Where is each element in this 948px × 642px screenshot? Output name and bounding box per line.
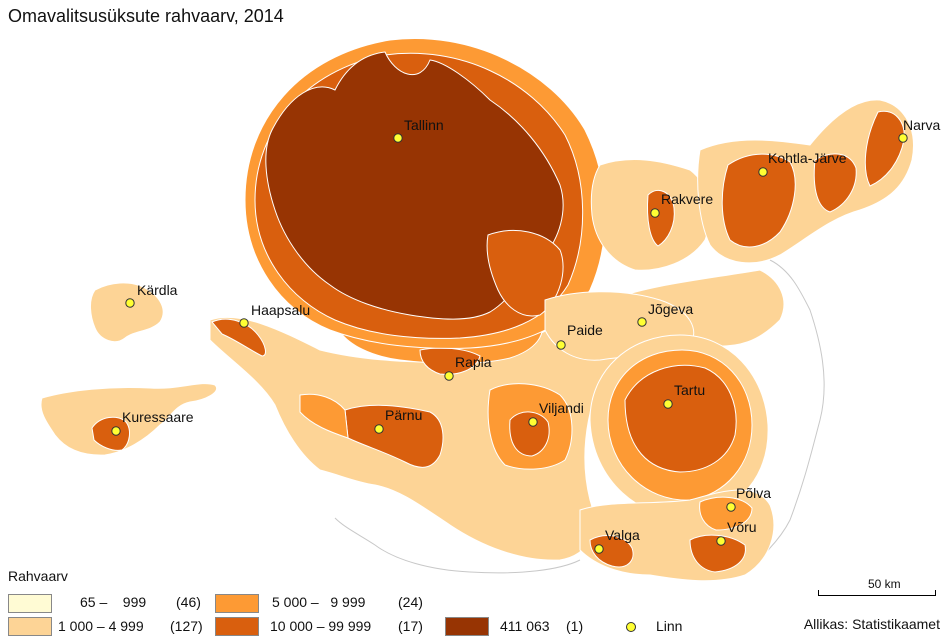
scale-bar: 50 km [818, 576, 936, 598]
legend-count-1: (46) [176, 594, 201, 610]
city-label-j-geva: Jõgeva [648, 301, 693, 317]
region-rakvere [647, 190, 675, 247]
city-label-viljandi: Viljandi [539, 400, 584, 416]
legend-swatch-1 [8, 594, 52, 613]
legend-city-marker [626, 622, 636, 632]
city-marker-k-rdla [125, 298, 135, 308]
city-marker-haapsalu [239, 318, 249, 328]
city-marker-kuressaare [111, 426, 121, 436]
legend-range-1: 65 – 999 [80, 594, 147, 610]
legend-count-4: (17) [398, 618, 423, 634]
city-marker-tallinn [393, 133, 403, 143]
scale-label: 50 km [868, 577, 901, 591]
coastline-outline [334, 259, 825, 576]
legend-swatch-3 [215, 594, 259, 613]
city-marker-v-ru [716, 536, 726, 546]
city-marker-kohtla-j-rve [758, 167, 768, 177]
scale-line [818, 590, 936, 596]
region-narva [864, 110, 905, 187]
legend-range-5: 411 063 [500, 618, 550, 634]
legend-swatch-5 [445, 617, 489, 636]
city-label-tallinn: Tallinn [404, 117, 444, 133]
city-label-tartu: Tartu [674, 382, 705, 398]
legend-city-label: Linn [656, 618, 683, 634]
legend-swatch-2 [8, 617, 52, 636]
legend-count-2: (127) [170, 618, 203, 634]
legend-swatch-4 [215, 617, 259, 636]
city-label-rapla: Rapla [455, 354, 492, 370]
legend-count-5: (1) [566, 618, 584, 634]
city-marker-narva [898, 133, 908, 143]
legend: Rahvaarv 65 – 999 (46) 1 000 – 4 999 (12… [0, 568, 636, 642]
region-voru [689, 534, 746, 573]
region-saaremaa [40, 383, 218, 456]
map-title: Omavalitsusüksute rahvaarv, 2014 [8, 6, 284, 26]
legend-range-4: 10 000 – 99 999 [270, 618, 372, 634]
city-marker-viljandi [528, 417, 538, 427]
region-kuressaare [91, 416, 130, 451]
legend-title: Rahvaarv [8, 568, 68, 584]
region-polva [699, 496, 753, 531]
region-ida-viru-mid [813, 153, 857, 213]
city-marker-valga [594, 544, 604, 554]
city-marker-p-lva [726, 502, 736, 512]
city-marker-tartu [663, 399, 673, 409]
region-tartu [624, 364, 737, 473]
source-note: Allikas: Statistikaamet [803, 616, 940, 632]
region-parnu [344, 404, 444, 468]
city-label-k-rdla: Kärdla [137, 282, 178, 298]
city-label-paide: Paide [567, 322, 603, 338]
city-marker-p-rnu [374, 424, 384, 434]
legend-count-3: (24) [398, 594, 423, 610]
city-label-v-ru: Võru [727, 519, 757, 535]
city-label-kohtla-j-rve: Kohtla-Järve [768, 150, 847, 166]
city-label-p-rnu: Pärnu [385, 407, 422, 423]
legend-range-2: 1 000 – 4 999 [58, 618, 144, 634]
cities-layer: Tallinn Narva Kohtla-Järve Rakvere Kärdla Haa… [111, 117, 941, 554]
region-valga [589, 535, 634, 568]
city-label-valga: Valga [605, 527, 640, 543]
city-label-haapsalu: Haapsalu [251, 302, 310, 318]
city-marker-rapla [444, 371, 454, 381]
city-marker-j-geva [637, 317, 647, 327]
city-marker-rakvere [650, 208, 660, 218]
city-label-kuressaare: Kuressaare [122, 409, 194, 425]
city-label-p-lva: Põlva [736, 485, 771, 501]
region-parnu-area [299, 393, 349, 439]
region-hiiumaa [90, 282, 164, 343]
region-harju-east [486, 229, 564, 317]
region-viljandi [509, 411, 550, 457]
legend-range-3: 5 000 – 9 999 [272, 594, 366, 610]
city-label-narva: Narva [903, 117, 941, 133]
city-label-rakvere: Rakvere [661, 191, 713, 207]
city-marker-paide [556, 340, 566, 350]
region-haapsalu [211, 318, 266, 357]
region-kohtla-jarve [721, 153, 796, 248]
